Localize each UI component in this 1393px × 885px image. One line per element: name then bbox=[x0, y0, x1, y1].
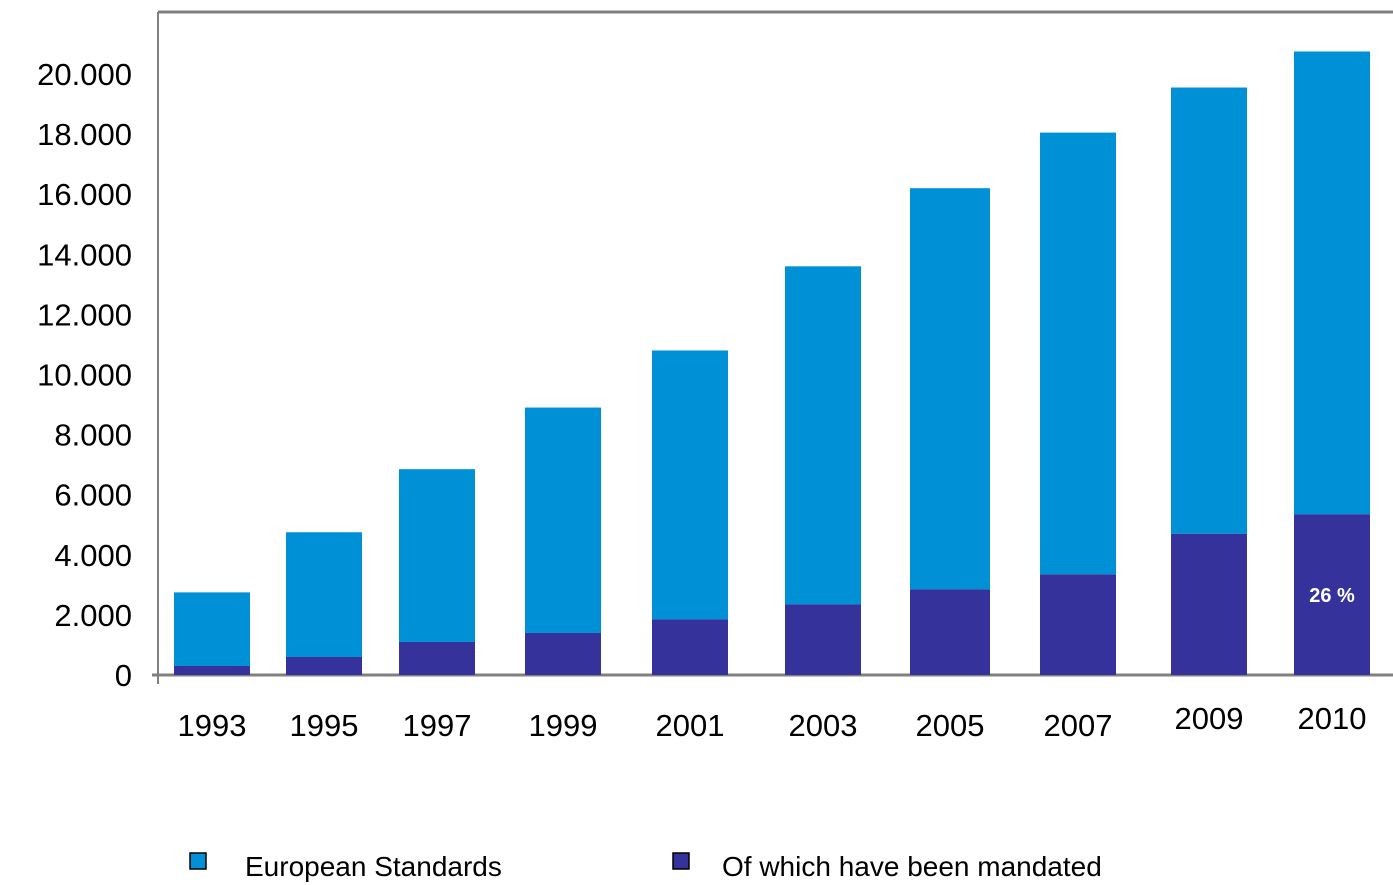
bar-european-standards-2007 bbox=[1040, 132, 1116, 575]
x-tick-label: 2005 bbox=[916, 708, 985, 743]
bar-mandated-2005 bbox=[910, 589, 990, 675]
bars bbox=[174, 51, 1370, 675]
legend-swatch-european-standards bbox=[189, 852, 207, 870]
x-tick-label: 2001 bbox=[656, 708, 725, 743]
x-tick-label: 2010 bbox=[1298, 701, 1367, 736]
bar-mandated-1999 bbox=[525, 632, 601, 675]
data-labels: 26 % bbox=[1309, 585, 1355, 607]
legend-label-mandated: Of which have been mandated bbox=[722, 851, 1102, 882]
bar-european-standards-1999 bbox=[525, 407, 601, 633]
y-tick-label: 6.000 bbox=[54, 478, 132, 513]
y-tick-label: 0 bbox=[115, 658, 132, 693]
legend: European Standards Of which have been ma… bbox=[189, 851, 1102, 882]
bar-european-standards-1993 bbox=[174, 592, 250, 666]
x-tick-label: 2009 bbox=[1175, 701, 1244, 736]
bar-mandated-1993 bbox=[174, 665, 250, 675]
bar-european-standards-1997 bbox=[399, 469, 475, 642]
bar-mandated-2003 bbox=[785, 604, 861, 675]
x-tick-label: 1999 bbox=[529, 708, 598, 743]
bar-mandated-2001 bbox=[652, 619, 728, 675]
bar-european-standards-2003 bbox=[785, 266, 861, 605]
y-tick-label: 12.000 bbox=[37, 297, 132, 332]
bar-mandated-2010 bbox=[1294, 514, 1370, 675]
bar-mandated-1995 bbox=[286, 656, 362, 675]
legend-swatch-mandated bbox=[672, 852, 690, 870]
bar-european-standards-2005 bbox=[910, 188, 990, 590]
bar-mandated-1997 bbox=[399, 641, 475, 675]
x-tick-label: 1993 bbox=[178, 708, 247, 743]
bar-european-standards-2001 bbox=[652, 350, 728, 620]
y-tick-label: 2.000 bbox=[54, 598, 132, 633]
y-tick-label: 14.000 bbox=[37, 237, 132, 272]
y-tick-label: 16.000 bbox=[37, 177, 132, 212]
y-tick-label: 18.000 bbox=[37, 117, 132, 152]
x-tick-label: 1997 bbox=[403, 708, 472, 743]
x-tick-label: 2007 bbox=[1044, 708, 1113, 743]
bar-mandated-2007 bbox=[1040, 574, 1116, 675]
y-tick-label: 4.000 bbox=[54, 538, 132, 573]
bar-european-standards-1995 bbox=[286, 532, 362, 657]
data-label-percentage: 26 % bbox=[1309, 585, 1355, 607]
x-tick-label: 1995 bbox=[290, 708, 359, 743]
y-tick-label: 10.000 bbox=[37, 358, 132, 393]
y-tick-label: 20.000 bbox=[37, 57, 132, 92]
bar-european-standards-2010 bbox=[1294, 51, 1370, 515]
y-tick-label: 8.000 bbox=[54, 418, 132, 453]
bar-mandated-2009 bbox=[1171, 533, 1247, 675]
x-tick-labels: 1993 1995 1997 1999 2001 2003 2005 2007 2009 2010 bbox=[178, 701, 1367, 743]
x-tick-label: 2003 bbox=[789, 708, 858, 743]
y-tick-labels: 0 2.000 4.000 6.000 8.000 10.000 12.000 14.000 1… bbox=[37, 57, 132, 693]
legend-label-european-standards: European Standards bbox=[245, 851, 502, 882]
bar-european-standards-2009 bbox=[1171, 87, 1247, 534]
